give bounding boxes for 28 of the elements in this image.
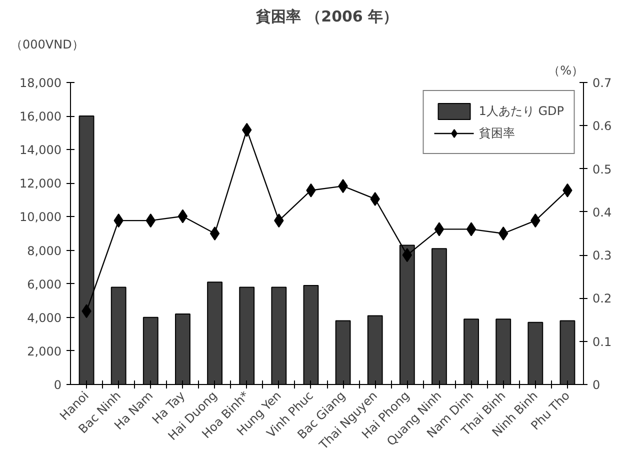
y-tick-label: 16,000 bbox=[20, 110, 62, 124]
point bbox=[178, 209, 188, 224]
y-tick-label: 2,000 bbox=[27, 344, 62, 358]
y-tick-label: 0 bbox=[54, 378, 62, 392]
y2-tick-label: 0.6 bbox=[592, 119, 612, 134]
point bbox=[434, 222, 444, 236]
y-axis-title: （000VND） bbox=[10, 38, 84, 52]
point bbox=[498, 226, 508, 240]
y2-tick-label: 0.7 bbox=[592, 76, 612, 90]
y2-tick-label: 0.3 bbox=[592, 248, 612, 263]
y-tick-label: 8,000 bbox=[27, 244, 62, 258]
y2-tick-label: 0.4 bbox=[592, 205, 612, 220]
y-tick-label: 4,000 bbox=[27, 310, 62, 325]
y2-axis-title: （%） bbox=[548, 64, 584, 78]
legend-label: 貧困率 bbox=[478, 124, 515, 142]
point bbox=[466, 222, 476, 236]
y-tick-label: 12,000 bbox=[20, 176, 62, 191]
point bbox=[210, 226, 220, 240]
legend-label: 1人あたり GDP bbox=[478, 102, 564, 120]
y2-tick-label: 0.2 bbox=[592, 292, 612, 306]
y-tick-label: 14,000 bbox=[20, 143, 62, 158]
y-tick-label: 10,000 bbox=[20, 210, 62, 224]
y-tick-label: 6,000 bbox=[27, 277, 62, 292]
y-tick-label: 18,000 bbox=[20, 76, 62, 90]
y2-tick-label: 0.1 bbox=[592, 334, 612, 349]
y2-tick-label: 0.5 bbox=[592, 162, 612, 176]
chart-title: 貧困率 （2006 年） bbox=[254, 8, 398, 26]
y2-tick-label: 0 bbox=[592, 378, 600, 392]
